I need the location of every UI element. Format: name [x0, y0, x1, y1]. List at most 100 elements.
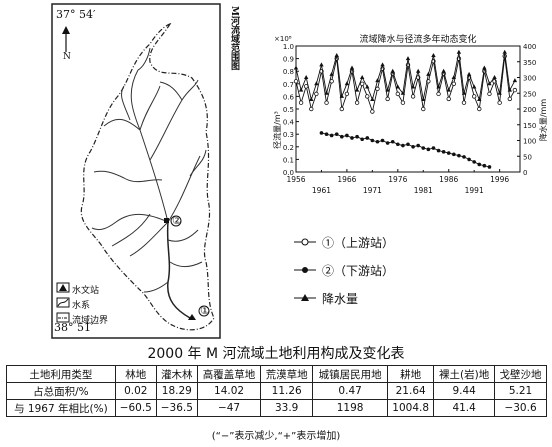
map-frame [51, 3, 221, 339]
chart-svg: 流域降水与径流多年动态变化 ×10⁸ 0.0 0.1 0.2 0.3 0.4 0.5 0.6 0.… [272, 33, 548, 195]
table-row-cell: −30.6 [494, 399, 547, 417]
point-upper [461, 100, 467, 105]
point-lower [350, 136, 354, 140]
map-legend [56, 282, 70, 323]
y-left-tick-label: 0.0 [283, 169, 294, 177]
point-upper [497, 100, 502, 105]
point-upper [507, 96, 513, 102]
series-line [295, 56, 516, 114]
coord-bottom-label: 38° 51′ [54, 321, 94, 334]
point-precip [512, 78, 518, 83]
point-precip [415, 68, 421, 73]
point-precip [405, 56, 411, 61]
point-upper [293, 79, 299, 84]
point-lower [406, 142, 410, 147]
point-precip [314, 81, 319, 86]
point-precip [354, 87, 360, 92]
table-row-cell: 5.21 [494, 382, 547, 400]
point-precip [344, 81, 350, 86]
x-tick-label: 1966 [337, 175, 356, 184]
watershed-map: 37° 54′ 38° 51′ N M河流域范围图 ② ① 水文站 水系 流域边… [0, 0, 248, 342]
point-upper [359, 81, 365, 86]
point-precip [349, 65, 355, 70]
point-upper [421, 106, 426, 112]
y-right-axis-label: 降水量/mm [538, 99, 548, 141]
point-precip [319, 62, 324, 67]
station-lower-marker [164, 218, 169, 223]
point-upper [344, 91, 350, 97]
y-left-multiplier: ×10⁸ [274, 35, 292, 43]
runoff-precip-chart: 流域降水与径流多年动态变化 ×10⁸ 0.0 0.1 0.2 0.3 0.4 0.5 0.6 0.… [270, 30, 552, 220]
y-left-tick-label: 0.3 [283, 131, 294, 139]
legend-marker-precip [294, 294, 316, 301]
point-precip [456, 49, 462, 54]
chart-legend: ①（上游站） ②（下游站） 降水量 [290, 230, 490, 320]
point-upper [436, 91, 441, 97]
x-tick-label: 1996 [490, 175, 509, 184]
point-upper [400, 100, 406, 105]
table-row-cell: 9.44 [433, 382, 496, 400]
table-row-cell: 33.9 [260, 399, 314, 417]
point-lower [380, 138, 385, 143]
series-line [321, 132, 490, 168]
table-title: 2000 年 M 河流域土地利用构成及变化表 [147, 346, 405, 362]
point-precip [507, 87, 513, 92]
point-lower [431, 146, 436, 150]
table-row: 占总面积/% 0.02 18.29 14.02 11.26 0.47 21.64 9.44 5.… [6, 382, 547, 400]
point-precip [365, 84, 370, 89]
point-upper [314, 91, 319, 97]
point-precip [497, 90, 502, 95]
point-precip [482, 65, 487, 70]
point-upper [487, 91, 492, 97]
legend-label-lower: ②（下游站） [322, 264, 395, 278]
point-upper [309, 106, 314, 112]
x-tick-label: 1991 [465, 186, 484, 195]
point-upper [324, 100, 329, 105]
point-lower [401, 143, 405, 148]
table-row-cell: 0.47 [312, 382, 389, 400]
point-lower [334, 132, 339, 136]
point-lower [370, 138, 375, 143]
point-precip [477, 97, 482, 102]
point-precip [298, 87, 304, 92]
point-upper [370, 109, 375, 114]
point-precip [492, 75, 497, 79]
y-left-axis-label: 径流量/m³ [272, 111, 282, 149]
point-lower [477, 162, 482, 167]
table-row-cell: 与 1967 年相比(%) [6, 399, 116, 417]
table-note: (“−”表示减少,“+”表示增加) [211, 431, 341, 442]
y-left-tick-label: 0.7 [283, 81, 294, 89]
y-left-tick-label: 0.1 [283, 156, 294, 164]
point-upper [298, 100, 304, 105]
river-icon [57, 298, 69, 307]
point-lower [329, 133, 334, 138]
table-row: 与 1967 年相比(%) −60.5 −36.5 −47 33.9 1198 1004.8… [6, 399, 547, 417]
table-row-cell: −36.5 [155, 399, 198, 417]
point-precip [395, 84, 401, 89]
point-upper [339, 106, 345, 112]
legend-label-upper: ①（上游站） [322, 236, 395, 250]
y-left-tick-label: 0.9 [283, 56, 294, 64]
table-header-row-cell: 土地利用类型 [6, 365, 116, 383]
legend-label-precip: 降水量 [322, 292, 359, 306]
point-precip [446, 87, 451, 92]
point-upper [512, 87, 518, 93]
point-precip [421, 97, 426, 102]
table-row-cell: 占总面积/% [6, 382, 116, 400]
point-lower [472, 160, 476, 164]
point-lower [482, 163, 487, 168]
point-lower [375, 139, 380, 144]
point-lower [385, 141, 390, 145]
point-precip [359, 75, 365, 79]
point-precip [375, 78, 380, 83]
triangle-station-icon [59, 284, 67, 291]
point-lower [487, 165, 492, 169]
table-header-row-cell: 高覆盖草地 [196, 365, 262, 383]
chart-title: 流域降水与径流多年动态变化 [359, 33, 476, 45]
north-arrow-icon [62, 26, 70, 52]
table-row-cell: 21.64 [387, 382, 435, 400]
table-row-cell: 14.02 [196, 382, 262, 400]
map-title-vertical: M河流域范围图 [229, 6, 239, 70]
point-precip [466, 71, 472, 76]
table-row-cell: −60.5 [114, 399, 157, 417]
